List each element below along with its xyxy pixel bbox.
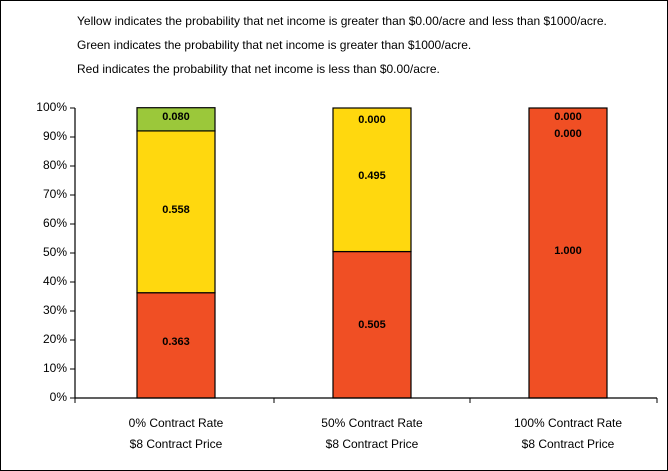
y-tick-label-4: 40% (43, 274, 67, 288)
y-tick-label-6: 60% (43, 216, 67, 230)
data-label-green-2: 0.000 (554, 111, 582, 123)
data-label-yellow-2: 0.000 (554, 128, 582, 140)
x-category-label-2-line-1: $8 Contract Price (522, 437, 615, 451)
data-label-red-1: 0.505 (358, 319, 386, 331)
data-label-green-0: 0.080 (162, 111, 190, 123)
data-label-green-1: 0.000 (358, 114, 386, 126)
bar-segment-yellow-0 (136, 130, 216, 294)
note-yellow: Yellow indicates the probability that ne… (77, 14, 607, 28)
bar-segment-red-2 (528, 107, 608, 399)
data-label-red-0: 0.363 (162, 336, 190, 348)
y-tick-label-1: 10% (43, 361, 67, 375)
data-label-red-2: 1.000 (554, 245, 582, 257)
data-label-yellow-0: 0.558 (162, 204, 190, 216)
y-tick-label-0: 0% (50, 390, 68, 404)
y-tick-label-3: 30% (43, 303, 67, 317)
y-tick-label-7: 70% (43, 187, 67, 201)
y-tick-label-2: 20% (43, 332, 67, 346)
y-tick-label-10: 100% (36, 100, 67, 114)
bar-segment-red-0 (136, 292, 216, 399)
data-label-yellow-1: 0.495 (358, 170, 386, 182)
bar-segment-green-0 (136, 107, 216, 132)
bar-segment-red-1 (332, 250, 412, 399)
x-category-label-0-line-0: 0% Contract Rate (129, 416, 224, 430)
bar-segment-yellow-1 (332, 107, 412, 253)
y-tick-label-8: 80% (43, 158, 67, 172)
x-category-label-1-line-0: 50% Contract Rate (321, 416, 423, 430)
x-category-label-1-line-1: $8 Contract Price (326, 437, 419, 451)
y-tick-label-9: 90% (43, 129, 67, 143)
x-category-label-2-line-0: 100% Contract Rate (514, 416, 622, 430)
y-tick-label-5: 50% (43, 245, 67, 259)
x-category-label-0-line-1: $8 Contract Price (130, 437, 223, 451)
note-green: Green indicates the probability that net… (77, 38, 472, 52)
note-red: Red indicates the probability that net i… (77, 62, 440, 76)
